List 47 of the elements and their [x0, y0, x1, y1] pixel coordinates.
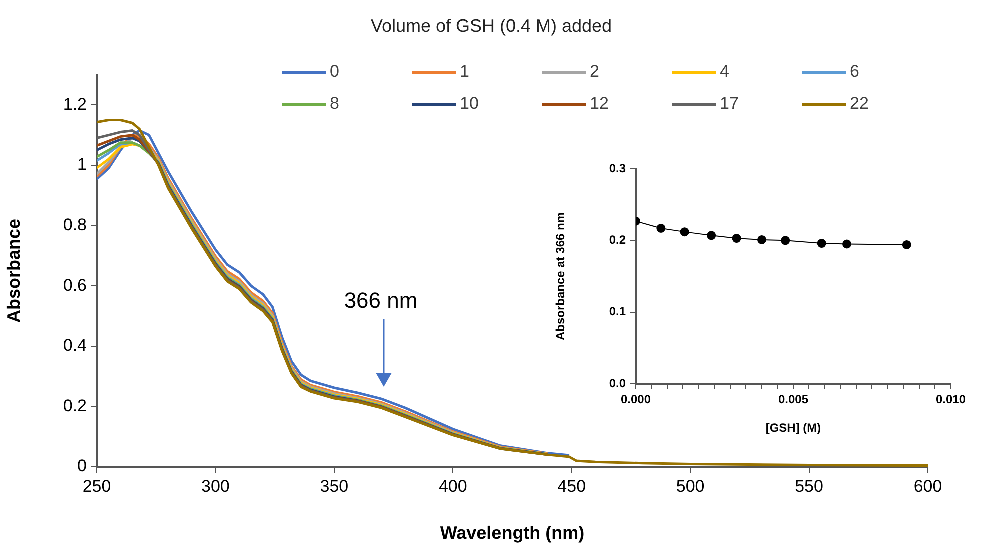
point	[781, 236, 790, 246]
legend-label: 22	[850, 94, 869, 114]
y-axis-title: Absorbance at 366 nm	[554, 212, 568, 341]
y-tick-label: 1	[78, 155, 87, 174]
legend-label: 2	[590, 62, 600, 82]
point	[817, 239, 826, 248]
x-tick-label: 300	[202, 476, 230, 496]
x-tick-label: 400	[438, 476, 468, 496]
point	[732, 234, 742, 244]
annotation: 366 nm	[344, 288, 418, 314]
y-tick-label: 0.8	[63, 215, 87, 234]
y-tick-label: 0.2	[609, 232, 626, 247]
y-tick-label: 0.2	[63, 396, 87, 416]
x-tick-label: 350	[320, 476, 349, 496]
legend-label: 6	[850, 62, 860, 82]
x-tick-label: 0.005	[778, 392, 809, 407]
point	[902, 240, 912, 250]
y-tick-label: 0	[78, 456, 87, 476]
x-tick-label: 550	[795, 476, 824, 496]
legend-label: 1	[460, 62, 470, 82]
point	[757, 235, 766, 244]
y-tick-label: 0.6	[63, 276, 87, 295]
point	[842, 240, 852, 249]
point	[656, 224, 666, 233]
legend-label: 17	[720, 94, 739, 114]
y-tick-label: 1.2	[63, 94, 87, 114]
legend-label: 12	[590, 94, 609, 114]
point	[680, 228, 690, 237]
legend-label: 4	[720, 62, 730, 82]
y-tick-label: 0.3	[609, 161, 626, 176]
x-axis-title: Wavelength (nm)	[440, 523, 585, 544]
legend-label: 0	[330, 62, 340, 82]
y-axis-title: Absorbance	[4, 218, 24, 324]
point	[707, 231, 716, 240]
x-tick-label: 500	[676, 476, 705, 496]
x-tick-label: 0.010	[936, 392, 966, 407]
x-tick-label: 250	[82, 476, 112, 496]
legend-label: 8	[330, 94, 340, 114]
y-tick-label: 0.1	[609, 304, 626, 319]
legend-label: 10	[460, 94, 479, 114]
x-tick-label: 600	[914, 476, 942, 496]
x-axis-title: [GSH] (M)	[766, 421, 822, 436]
y-tick-label: 0.0	[609, 376, 626, 390]
legend-title: Volume of GSH (0.4 M) added	[370, 16, 614, 37]
y-tick-label: 0.4	[63, 336, 87, 356]
x-tick-label: 0.000	[620, 392, 652, 407]
x-tick-label: 450	[558, 476, 586, 496]
